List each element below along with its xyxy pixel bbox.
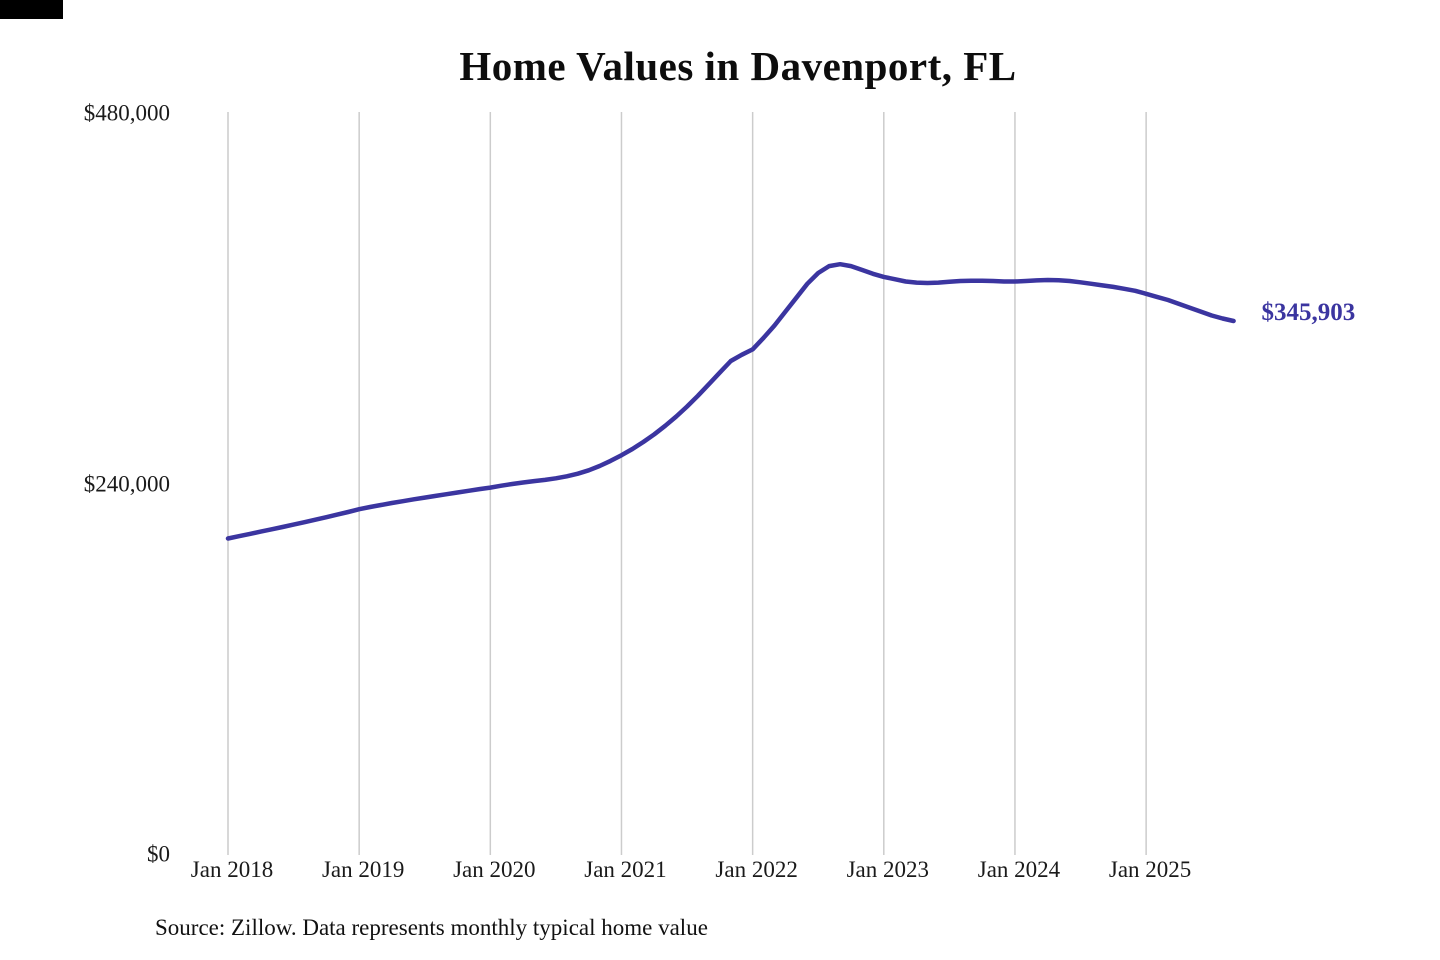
x-axis-tick-label: Jan 2020 bbox=[453, 857, 536, 882]
last-value-label: $345,903 bbox=[1261, 299, 1356, 326]
chart-title: Home Values in Davenport, FL bbox=[459, 43, 1017, 89]
x-axis-tick-label: Jan 2023 bbox=[846, 857, 930, 882]
source-note: Source: Zillow. Data represents monthly … bbox=[155, 915, 708, 940]
x-axis-tick-label: Jan 2022 bbox=[715, 857, 798, 882]
corner-mark bbox=[0, 0, 63, 19]
x-axis-tick-label: Jan 2018 bbox=[190, 857, 274, 882]
y-axis-tick-label: $0 bbox=[147, 841, 170, 867]
x-axis-tick-label: Jan 2021 bbox=[584, 857, 667, 882]
y-axis-tick-label: $240,000 bbox=[83, 470, 170, 496]
y-axis-tick-label: $480,000 bbox=[83, 100, 170, 126]
x-axis-tick-label: Jan 2024 bbox=[977, 857, 1061, 882]
home-value-series-line bbox=[225, 261, 1236, 541]
x-axis-tick-label: Jan 2019 bbox=[321, 857, 405, 882]
x-axis-tick-label: Jan 2025 bbox=[1108, 857, 1192, 882]
